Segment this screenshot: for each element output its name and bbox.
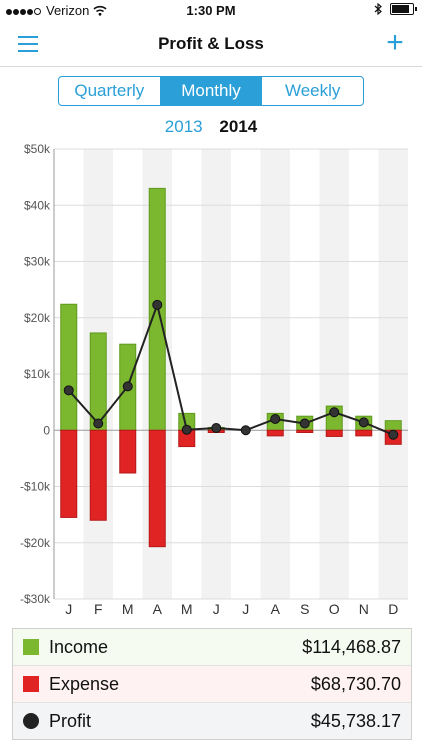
x-tick-label: D (388, 601, 398, 617)
summary-row-income[interactable]: Income $114,468.87 (13, 629, 411, 666)
battery-icon (390, 3, 417, 15)
expense-bar (119, 429, 137, 474)
year-selector: 2013 2014 (0, 117, 422, 137)
x-tick-label: F (94, 601, 103, 617)
y-tick-label: -$20k (20, 536, 51, 550)
income-bar (384, 420, 402, 431)
profit-point (329, 407, 340, 418)
profit-point (388, 429, 399, 440)
income-label: Income (49, 636, 109, 657)
expense-bar (266, 429, 284, 437)
tab-quarterly[interactable]: Quarterly (59, 77, 161, 105)
y-tick-label: -$30k (20, 592, 51, 606)
x-tick-label: J (65, 601, 72, 617)
profit-point (240, 425, 251, 436)
x-tick-label: M (181, 601, 193, 617)
profit-point (152, 299, 163, 310)
x-tick-label: M (122, 601, 134, 617)
profit-point (211, 423, 222, 433)
navigation-bar: Profit & Loss + (0, 22, 422, 67)
tab-monthly[interactable]: Monthly (160, 77, 263, 105)
period-segmented-control: Quarterly Monthly Weekly (58, 76, 364, 106)
y-tick-label: $40k (24, 198, 51, 212)
wifi-icon (93, 5, 107, 16)
signal-strength-icon (6, 3, 42, 18)
summary-row-profit[interactable]: Profit $45,738.17 (13, 703, 411, 739)
profit-point (358, 417, 369, 428)
year-2013[interactable]: 2013 (164, 117, 203, 136)
profit-point (181, 424, 192, 435)
expense-value: $68,730.70 (310, 673, 401, 694)
y-tick-label: $30k (24, 255, 51, 269)
page-title: Profit & Loss (158, 34, 264, 53)
x-tick-label: A (271, 601, 281, 617)
summary-table: Income $114,468.87 Expense $68,730.70 Pr… (12, 628, 412, 740)
status-right (374, 3, 417, 15)
x-tick-label: O (329, 601, 340, 617)
expense-bar (325, 429, 343, 437)
expense-swatch (23, 676, 39, 692)
profit-loss-chart: -$30k -$20k -$10k 0 $10k $20k $30k $40k $50k J F M A… (20, 142, 408, 617)
profit-value: $45,738.17 (310, 710, 401, 731)
x-tick-label: J (242, 601, 249, 617)
expense-bar (355, 429, 373, 437)
y-tick-label: 0 (43, 423, 50, 437)
profit-point (270, 414, 281, 424)
status-bar: Verizon 1:30 PM (0, 0, 422, 22)
expense-bar (60, 429, 78, 518)
plus-icon[interactable]: + (386, 26, 404, 59)
profit-point (122, 381, 133, 392)
income-bar (60, 303, 78, 431)
hamburger-menu-icon[interactable] (18, 36, 38, 52)
income-swatch (23, 639, 39, 655)
x-tick-label: J (213, 601, 220, 617)
y-tick-label: -$10k (20, 480, 51, 494)
carrier-name: Verizon (46, 3, 90, 18)
y-tick-label: $50k (24, 142, 51, 156)
carrier-signal: Verizon (6, 3, 107, 18)
status-time: 1:30 PM (186, 3, 236, 18)
x-tick-label: A (153, 601, 163, 617)
expense-bar (89, 429, 107, 521)
y-tick-label: $10k (24, 367, 51, 381)
expense-bar (148, 429, 166, 548)
summary-row-expense[interactable]: Expense $68,730.70 (13, 666, 411, 703)
profit-point (299, 418, 310, 429)
profit-point (63, 385, 74, 396)
income-value: $114,468.87 (302, 636, 401, 657)
profit-line (68, 301, 394, 436)
profit-swatch (23, 713, 39, 729)
bluetooth-icon (374, 3, 382, 15)
expense-label: Expense (49, 673, 120, 694)
x-tick-label: S (300, 601, 309, 617)
y-tick-label: $20k (24, 311, 51, 325)
x-tick-label: N (359, 601, 369, 617)
year-2014[interactable]: 2014 (219, 117, 258, 136)
expense-bar (296, 429, 314, 433)
tab-weekly[interactable]: Weekly (284, 81, 341, 100)
profit-point (93, 418, 104, 429)
profit-label: Profit (49, 710, 92, 731)
